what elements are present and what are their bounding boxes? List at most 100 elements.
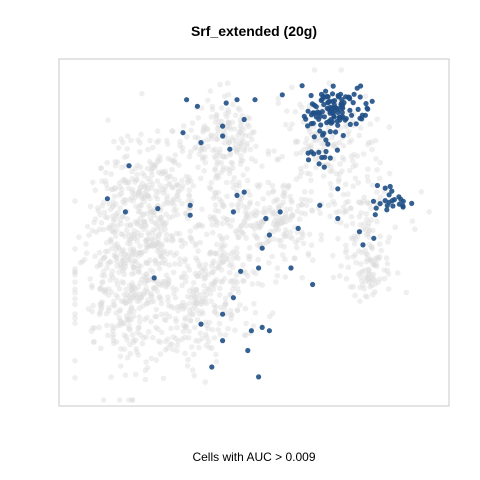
scatter-point-background	[144, 300, 151, 307]
scatter-point-background	[122, 300, 129, 307]
scatter-point-background	[240, 138, 246, 145]
scatter-point-background	[357, 261, 364, 267]
scatter-point-high-auc	[327, 104, 333, 110]
scatter-point-background	[143, 237, 149, 244]
scatter-point-background	[374, 189, 380, 195]
scatter-point-background	[158, 214, 164, 221]
scatter-point-background	[195, 223, 201, 229]
scatter-point-background	[119, 231, 125, 238]
scatter-point-background	[236, 183, 242, 189]
scatter-point-high-auc	[234, 97, 240, 103]
scatter-point-background	[298, 149, 304, 156]
scatter-point-background	[350, 235, 357, 242]
scatter-point-background	[287, 229, 294, 235]
scatter-point-background	[187, 300, 193, 307]
scatter-point-background	[298, 210, 305, 216]
scatter-point-background	[212, 308, 218, 315]
scatter-point-background	[140, 218, 147, 225]
scatter-point-background	[169, 184, 176, 191]
scatter-point-background	[207, 291, 214, 297]
scatter-point-background	[141, 190, 148, 197]
scatter-point-background	[255, 256, 261, 263]
scatter-point-background	[364, 199, 371, 205]
scatter-point-background	[307, 128, 313, 135]
scatter-point-background	[181, 258, 188, 265]
scatter-point-background	[369, 273, 375, 279]
scatter-point-background	[206, 251, 213, 257]
scatter-point-background	[173, 250, 180, 256]
scatter-point-background	[109, 228, 116, 235]
scatter-point-background	[105, 117, 111, 123]
scatter-point-background	[269, 189, 276, 195]
scatter-point-background	[191, 324, 198, 331]
scatter-point-background	[220, 167, 227, 173]
scatter-point-background	[254, 182, 260, 189]
scatter-point-background	[143, 238, 149, 244]
scatter-point-high-auc	[324, 93, 330, 99]
scatter-point-background	[196, 221, 202, 228]
scatter-point-high-auc	[316, 161, 322, 167]
scatter-point-high-auc	[351, 91, 357, 97]
scatter-point-background	[98, 165, 104, 171]
scatter-point-background	[106, 305, 112, 311]
scatter-point-background	[224, 216, 230, 223]
scatter-point-background	[293, 138, 299, 144]
scatter-point-background	[221, 249, 227, 256]
scatter-point-background	[342, 249, 349, 256]
scatter-point-background	[197, 292, 204, 298]
scatter-point-background	[189, 291, 196, 298]
scatter-point-background	[94, 263, 100, 270]
scatter-point-background	[426, 209, 432, 215]
scatter-point-background	[129, 168, 135, 175]
scatter-point-background	[289, 84, 295, 91]
scatter-point-background	[121, 154, 128, 161]
scatter-point-background	[98, 220, 105, 226]
scatter-point-background	[108, 237, 114, 244]
scatter-point-background	[97, 302, 103, 308]
scatter-point-background	[212, 167, 218, 173]
scatter-point-background	[270, 208, 277, 215]
scatter-point-background	[254, 200, 261, 207]
scatter-point-background	[184, 134, 190, 140]
scatter-point-background	[138, 202, 144, 209]
scatter-point-background	[361, 221, 367, 227]
scatter-point-background	[274, 221, 281, 227]
scatter-point-background	[140, 212, 146, 218]
scatter-point-background	[363, 231, 370, 238]
scatter-point-background	[142, 288, 148, 294]
scatter-point-background	[169, 346, 176, 353]
scatter-point-background	[360, 198, 367, 205]
scatter-point-background	[217, 285, 223, 292]
scatter-point-background	[229, 179, 236, 186]
scatter-point-background	[218, 105, 225, 111]
scatter-point-background	[121, 346, 128, 353]
scatter-point-background	[338, 67, 345, 73]
scatter-point-background	[205, 143, 211, 150]
scatter-point-background	[285, 182, 292, 189]
scatter-point-background	[124, 291, 130, 298]
scatter-point-background	[354, 153, 361, 159]
scatter-point-background	[244, 204, 251, 211]
scatter-point-background	[153, 260, 159, 267]
scatter-point-background	[166, 302, 172, 309]
scatter-point-background	[158, 170, 164, 177]
scatter-point-background	[331, 201, 338, 207]
scatter-point-background	[103, 240, 110, 246]
scatter-point-background	[136, 305, 143, 312]
scatter-point-background	[249, 281, 256, 287]
scatter-point-background	[211, 250, 218, 256]
scatter-point-background	[143, 286, 150, 292]
scatter-point-background	[111, 138, 117, 145]
scatter-point-background	[148, 161, 155, 167]
scatter-point-background	[131, 285, 137, 291]
scatter-point-background	[89, 227, 96, 234]
scatter-point-background	[149, 241, 156, 247]
scatter-point-background	[170, 158, 176, 164]
scatter-point-background	[167, 173, 174, 180]
scatter-point-background	[372, 255, 379, 262]
scatter-point-background	[366, 227, 372, 234]
scatter-point-background	[155, 189, 162, 195]
scatter-point-high-auc	[122, 209, 128, 215]
scatter-point-background	[117, 205, 123, 211]
scatter-point-high-auc	[374, 182, 380, 189]
